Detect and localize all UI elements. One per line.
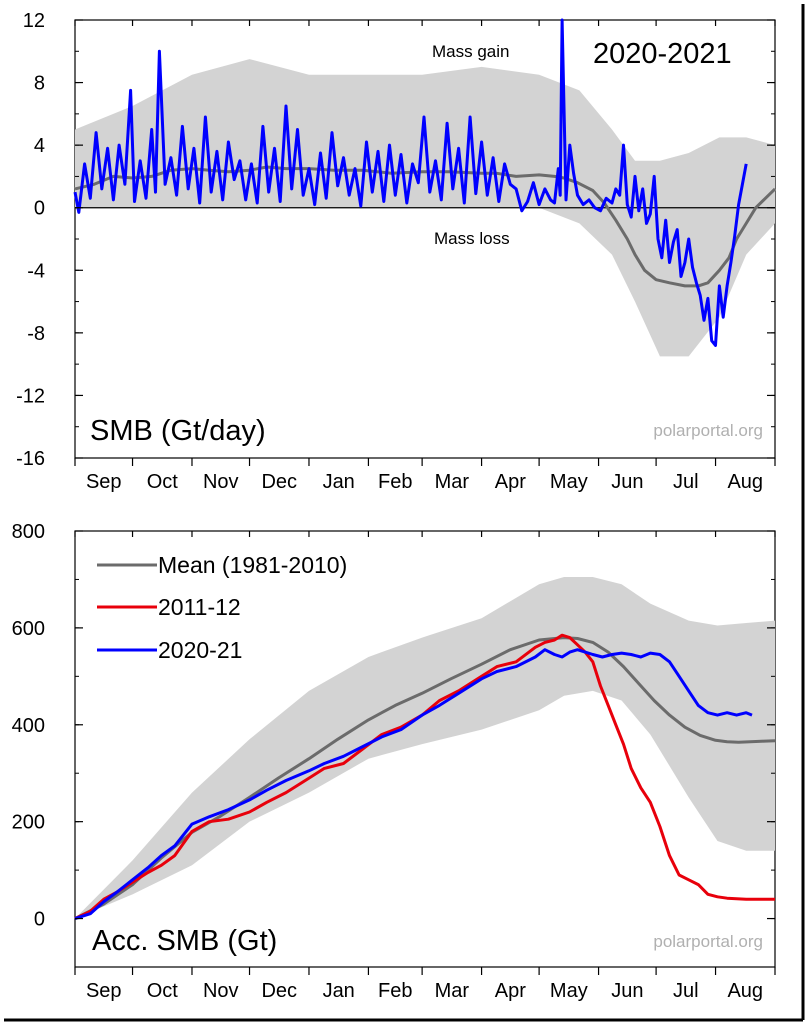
season-title: 2020-2021 — [593, 38, 732, 70]
x-month-label: Jul — [673, 471, 699, 493]
x-month-label: Oct — [147, 980, 179, 1002]
mass-loss-annotation: Mass loss — [434, 229, 510, 248]
legend-mean-label: Mean (1981-2010) — [158, 552, 347, 578]
x-month-label: Jun — [611, 980, 643, 1002]
daily-smb-panel: 12 8 4 0 -4 -8 -12 -16 Sep Oct Nov Dec Jan Feb Mar Apr… — [16, 10, 777, 493]
y-tick-label: -16 — [16, 448, 45, 470]
y-tick-label: 12 — [23, 10, 45, 32]
y-tick-label: -4 — [27, 260, 45, 282]
y-tick-label: 4 — [34, 135, 45, 157]
accumulated-2011-12-line — [74, 633, 775, 920]
accumulated-smb-panel: 800 600 400 200 0 Sep Oct Nov Dec Jan Feb Mar Apr Ma… — [12, 521, 776, 1002]
accumulated-panel-label: Acc. SMB (Gt) — [92, 925, 277, 957]
x-month-label: May — [550, 980, 588, 1002]
x-month-label: Jan — [323, 471, 355, 493]
accumulated-y-ticks: 800 600 400 200 0 — [12, 521, 775, 968]
legend-2020-21-label: 2020-21 — [158, 637, 242, 663]
y-tick-label: 0 — [34, 909, 45, 931]
y-tick-label: -12 — [16, 385, 45, 407]
x-month-label: Feb — [378, 980, 412, 1002]
y-tick-label: 200 — [12, 812, 45, 834]
x-month-label: Sep — [86, 980, 122, 1002]
x-month-label: Aug — [727, 980, 763, 1002]
x-month-label: Jul — [673, 980, 699, 1002]
x-month-label: Dec — [261, 980, 297, 1002]
y-tick-label: 8 — [34, 73, 45, 95]
x-month-label: Apr — [495, 980, 526, 1002]
y-tick-label: 800 — [12, 521, 45, 543]
accumulated-2020-21-line — [74, 648, 753, 921]
x-month-label: Mar — [435, 471, 470, 493]
accumulated-range-band — [75, 577, 775, 919]
x-month-label: Apr — [495, 471, 526, 493]
x-month-label: May — [550, 471, 588, 493]
daily-2020-21-line — [73, 18, 748, 347]
daily-y-ticks: 12 8 4 0 -4 -8 -12 -16 — [16, 10, 775, 470]
y-tick-label: 0 — [34, 198, 45, 220]
x-month-label: Jan — [323, 980, 355, 1002]
x-month-label: Jun — [611, 471, 643, 493]
accumulated-credit: polarportal.org — [653, 932, 763, 951]
x-month-label: Feb — [378, 471, 412, 493]
daily-range-band — [75, 59, 775, 357]
x-month-label: Dec — [261, 471, 297, 493]
x-month-label: Aug — [727, 471, 763, 493]
daily-panel-label: SMB (Gt/day) — [90, 415, 266, 447]
x-month-label: Nov — [203, 471, 239, 493]
y-tick-label: 400 — [12, 715, 45, 737]
x-month-label: Oct — [147, 471, 179, 493]
mass-gain-annotation: Mass gain — [432, 42, 509, 61]
daily-x-ticks: Sep Oct Nov Dec Jan Feb Mar Apr May Jun Jul Aug — [74, 20, 776, 493]
x-month-label: Mar — [435, 980, 470, 1002]
legend-2011-12-label: 2011-12 — [158, 594, 241, 620]
y-tick-label: 600 — [12, 618, 45, 640]
x-month-label: Sep — [86, 471, 122, 493]
accumulated-x-ticks: Sep Oct Nov Dec Jan Feb Mar Apr May Jun Jul Aug — [74, 531, 776, 1002]
legend: Mean (1981-2010) 2011-12 2020-21 — [97, 552, 347, 663]
y-tick-label: -8 — [27, 323, 45, 345]
x-month-label: Nov — [203, 980, 239, 1002]
daily-credit: polarportal.org — [653, 421, 763, 440]
